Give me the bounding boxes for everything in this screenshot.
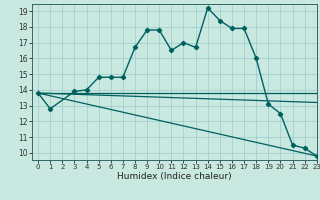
X-axis label: Humidex (Indice chaleur): Humidex (Indice chaleur): [117, 172, 232, 181]
